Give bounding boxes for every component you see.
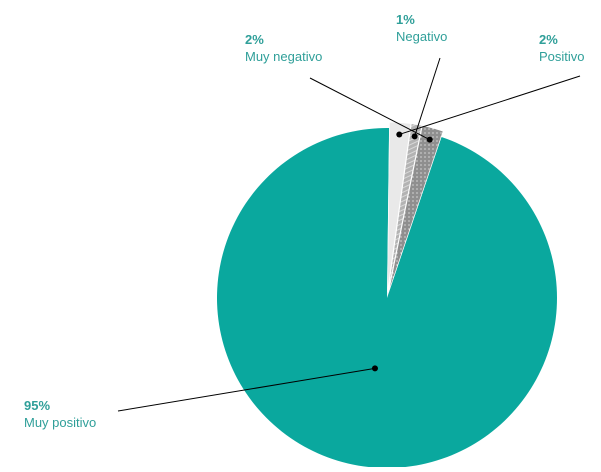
slice-value-label: 95% — [24, 398, 50, 413]
leader-dot — [426, 136, 433, 143]
pie-slice-muy-negativo — [388, 125, 444, 293]
leader-line — [117, 367, 376, 412]
leader-dot — [396, 131, 403, 138]
slice-value-label: 2% — [539, 32, 558, 47]
leader-dot — [411, 133, 418, 140]
slice-labels: 95% Muy positivo 2% Positivo 1% Negativo 2% Muy… — [24, 12, 585, 430]
leader-lines — [117, 57, 581, 412]
slice-value-label: 2% — [245, 32, 264, 47]
slice-category-label: Muy positivo — [24, 415, 96, 430]
slice-category-label: Positivo — [539, 49, 585, 64]
pie-slice-negativo — [387, 123, 423, 293]
slice-category-label: Muy negativo — [245, 49, 322, 64]
slice-category-label: Negativo — [396, 29, 447, 44]
slice-value-label: 1% — [396, 12, 415, 27]
leader-line — [309, 77, 430, 141]
leader-line — [414, 57, 441, 137]
pie-slice-muy-positivo — [216, 128, 557, 468]
leader-line — [399, 75, 581, 135]
pie-slices — [216, 121, 557, 468]
leader-dot — [371, 365, 378, 372]
pie-slice-positivo — [387, 121, 412, 293]
